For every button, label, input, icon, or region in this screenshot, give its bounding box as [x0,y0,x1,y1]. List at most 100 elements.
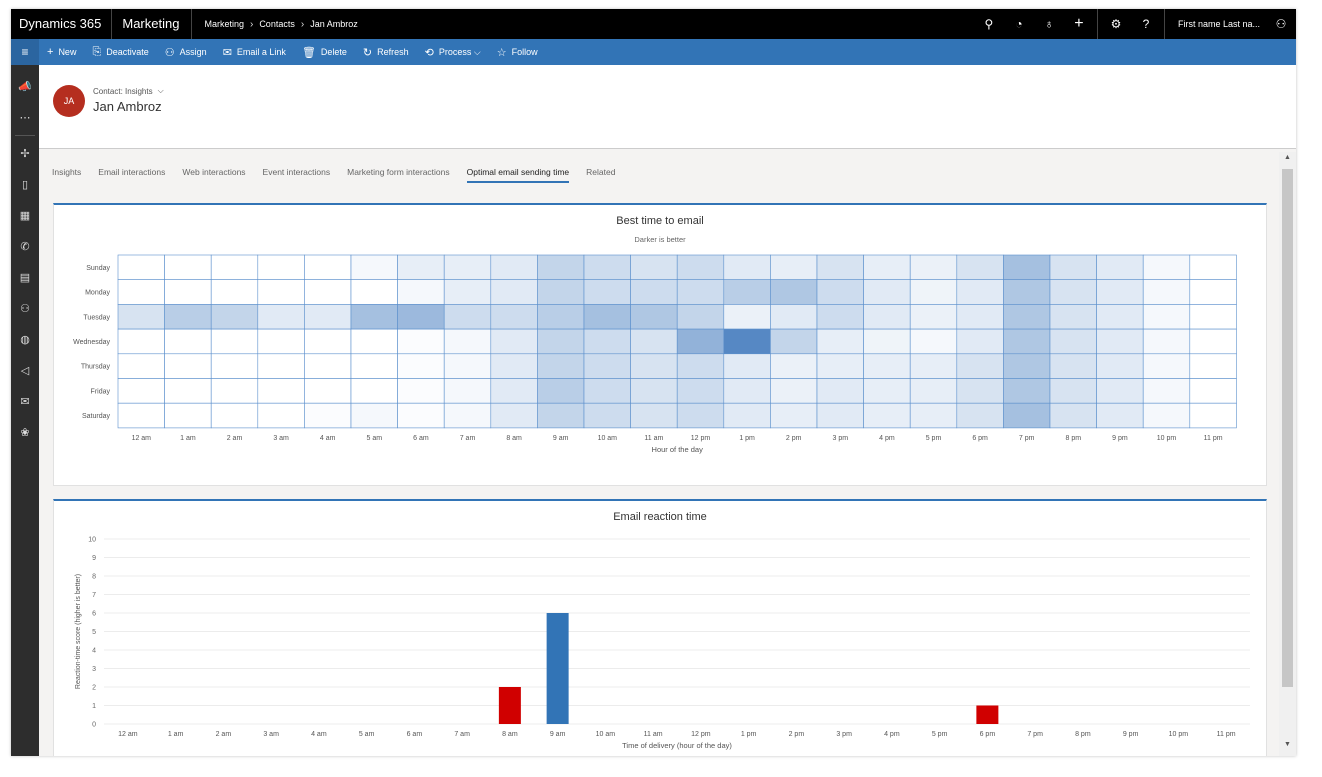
new-button[interactable]: + New [39,39,84,65]
heatmap-cell [630,254,678,281]
breadcrumb-contacts[interactable]: Contacts [259,19,295,29]
email-link-button[interactable]: ✉ Email a Link [215,39,294,65]
heatmap-cell [304,402,352,429]
reaction-time-card: Email reaction time 0 1 2 3 4 5 6 7 8 9 10 12 am 1 a… [53,499,1267,756]
top-nav-actions: ⚲ ◔ ♁ + ⚙ ? First name Last na... ⚇ [974,9,1296,39]
megaphone-icon[interactable]: 📣 [18,81,32,93]
heatmap-cell [1142,328,1191,355]
refresh-button[interactable]: ↻ Refresh [355,39,417,65]
heatmap-cell [956,304,1004,330]
tab-optimal-email-sending-time[interactable]: Optimal email sending time [466,162,570,183]
phone-icon[interactable]: ✆ [20,241,30,253]
heatmap-cell [117,279,165,305]
breadcrumb-marketing[interactable]: Marketing [204,19,244,29]
heatmap-cell [1142,402,1191,429]
gear-icon[interactable]: ⚙ [1110,17,1122,31]
heatmap-cell [1049,378,1097,404]
bar-y-tick-label: 6 [92,611,96,618]
heatmap-cell [1003,304,1051,330]
plus-icon[interactable]: + [1074,15,1084,32]
mail-icon[interactable]: ✉ [20,396,30,408]
scrollbar[interactable]: ▲ ▼ [1279,152,1296,756]
heatmap-cell [304,279,352,305]
heatmap-cell [863,353,911,379]
tab-email-interactions[interactable]: Email interactions [98,167,166,177]
heatmap-col-label: 9 pm [1112,435,1128,442]
entity-label: Contact: Insights [93,86,153,96]
assign-button[interactable]: ⚇ Assign [157,39,215,65]
divider [1163,9,1165,39]
calendar-icon[interactable]: ▦ [19,210,31,222]
delete-button[interactable]: 🗑 Delete [294,39,355,65]
deactivate-button[interactable]: ⎘ Deactivate [84,39,156,65]
campaign-icon[interactable]: ◁ [20,365,30,377]
bar-x-tick-label: 12 pm [691,731,711,738]
heatmap-cell [956,353,1004,379]
bar-x-tick-label: 12 am [118,731,138,738]
list-icon[interactable]: ▤ [19,272,31,284]
scroll-down-icon[interactable]: ▼ [1284,741,1291,748]
heatmap-cell [583,353,631,379]
pin-icon[interactable]: ✢ [20,148,30,160]
heatmap-chart: Sunday Monday Tuesday Wednesday Thursday Frid… [73,254,1237,454]
user-icon[interactable]: ⚇ [1275,17,1287,31]
new-label: New [58,47,77,57]
user-name[interactable]: First name Last na... [1177,19,1260,29]
heatmap-row-label: Wednesday [73,339,110,346]
heatmap-cell [537,353,585,379]
heatmap-cell [1003,378,1051,404]
document-icon[interactable]: ▯ [21,179,29,191]
tab-insights[interactable]: Insights [52,167,82,177]
tab-related[interactable]: Related [586,167,616,177]
brand-label[interactable]: Dynamics 365 [11,9,113,39]
follow-button[interactable]: ☆ Follow [489,39,546,65]
heatmap-cell [210,378,259,404]
divider [1096,9,1098,39]
heatmap-cell [490,254,538,281]
contact-icon[interactable]: ⚇ [20,303,30,315]
hamburger-menu-icon[interactable]: ≡ [11,39,39,65]
heatmap-cell [490,378,538,404]
left-nav-rail: 📣 ⋯ ✢ ▯ ▦ ✆ ▤ ⚇ ◍ ◁ ✉ ❀ [11,65,39,756]
bar-x-tick-label: 6 pm [980,731,996,738]
more-icon[interactable]: ⋯ [19,112,31,124]
app-name[interactable]: Marketing [112,9,193,39]
tab-event-interactions[interactable]: Event interactions [262,167,331,177]
heatmap-cell [117,254,165,281]
heatmap-cell [350,353,398,379]
best-time-card: Best time to email Darker is better Sund… [53,203,1267,486]
bar-x-axis-label: Time of delivery (hour of the day) [622,741,732,750]
heatmap-cell [909,328,958,355]
tab-marketing-form-interactions[interactable]: Marketing form interactions [347,167,450,177]
bar-8-am [498,687,521,724]
globe-icon[interactable]: ◍ [20,334,30,346]
heatmap-cell [1003,353,1051,379]
heatmap-cell [350,402,398,429]
tab-web-interactions[interactable]: Web interactions [182,167,246,177]
heatmap-cell [117,353,165,379]
heatmap-cell [397,402,445,429]
bar-y-tick-label: 1 [92,703,96,710]
segment-icon[interactable]: ❀ [20,427,30,439]
bar-x-tick-label: 3 am [263,731,279,738]
bar-6-pm [976,705,999,724]
bar-x-tick-label: 7 am [454,731,470,738]
task-icon[interactable]: ◔ [1015,17,1023,31]
process-button[interactable]: ⟲ Process ⌵ [417,39,489,65]
scroll-up-icon[interactable]: ▲ [1284,154,1291,161]
scroll-thumb[interactable] [1282,169,1293,687]
heatmap-cell [210,353,259,379]
chevron-right-icon: › [300,18,305,30]
search-icon[interactable]: ⚲ [984,17,994,31]
heatmap-cell [443,353,492,379]
bar-x-tick-label: 1 pm [741,731,757,738]
form-selector[interactable]: Contact: Insights ⌵ [93,86,164,96]
heatmap-cell [1003,402,1051,429]
heatmap-cell [583,328,631,355]
heatmap-cell [583,402,631,429]
lightbulb-icon[interactable]: ♁ [1044,17,1054,31]
heatmap-cell [443,328,492,355]
bar-x-tick-label: 4 pm [884,731,900,738]
heatmap-cell [723,378,771,404]
help-icon[interactable]: ? [1142,17,1150,31]
